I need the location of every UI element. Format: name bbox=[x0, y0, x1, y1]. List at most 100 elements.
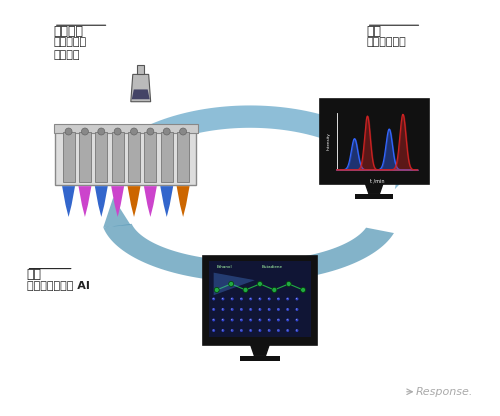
FancyBboxPatch shape bbox=[128, 132, 140, 182]
Circle shape bbox=[230, 329, 234, 332]
Text: Ethanol: Ethanol bbox=[217, 265, 232, 270]
Circle shape bbox=[240, 319, 242, 320]
Circle shape bbox=[250, 309, 251, 310]
Polygon shape bbox=[82, 205, 88, 217]
Circle shape bbox=[296, 308, 298, 311]
Circle shape bbox=[277, 308, 280, 311]
Circle shape bbox=[277, 329, 280, 332]
Polygon shape bbox=[96, 105, 400, 175]
Circle shape bbox=[228, 282, 234, 286]
FancyBboxPatch shape bbox=[177, 132, 189, 182]
Circle shape bbox=[268, 308, 270, 311]
FancyBboxPatch shape bbox=[320, 99, 429, 183]
FancyBboxPatch shape bbox=[325, 105, 424, 176]
FancyBboxPatch shape bbox=[144, 132, 156, 182]
Circle shape bbox=[212, 298, 214, 299]
Circle shape bbox=[259, 319, 260, 320]
Circle shape bbox=[222, 329, 223, 331]
Text: Response.: Response. bbox=[416, 387, 474, 397]
Circle shape bbox=[286, 309, 288, 310]
Circle shape bbox=[212, 309, 214, 310]
Polygon shape bbox=[164, 205, 170, 217]
Circle shape bbox=[231, 319, 232, 320]
FancyBboxPatch shape bbox=[112, 132, 124, 182]
Polygon shape bbox=[95, 186, 108, 205]
Polygon shape bbox=[128, 186, 140, 205]
Polygon shape bbox=[395, 157, 426, 189]
Circle shape bbox=[249, 319, 252, 322]
Circle shape bbox=[249, 297, 252, 300]
Text: Butadiene: Butadiene bbox=[262, 265, 283, 270]
Circle shape bbox=[212, 329, 215, 332]
Circle shape bbox=[222, 319, 224, 322]
FancyBboxPatch shape bbox=[203, 256, 317, 345]
Circle shape bbox=[286, 298, 288, 299]
Polygon shape bbox=[131, 205, 137, 217]
Circle shape bbox=[277, 297, 280, 300]
Circle shape bbox=[286, 282, 291, 286]
Circle shape bbox=[259, 298, 260, 299]
Circle shape bbox=[212, 297, 215, 300]
Text: プロセス: プロセス bbox=[54, 25, 84, 38]
Circle shape bbox=[212, 319, 214, 320]
FancyBboxPatch shape bbox=[355, 194, 394, 199]
Circle shape bbox=[250, 329, 251, 331]
Circle shape bbox=[286, 319, 289, 322]
Circle shape bbox=[214, 287, 219, 292]
Polygon shape bbox=[144, 186, 157, 205]
Circle shape bbox=[286, 297, 289, 300]
Circle shape bbox=[240, 298, 242, 299]
Circle shape bbox=[230, 319, 234, 322]
Circle shape bbox=[147, 128, 154, 135]
Circle shape bbox=[65, 128, 72, 135]
Circle shape bbox=[286, 329, 289, 332]
FancyBboxPatch shape bbox=[96, 132, 108, 182]
Circle shape bbox=[222, 309, 223, 310]
Circle shape bbox=[82, 128, 88, 135]
Polygon shape bbox=[148, 205, 154, 217]
Circle shape bbox=[268, 298, 270, 299]
FancyBboxPatch shape bbox=[240, 356, 280, 361]
Circle shape bbox=[222, 319, 223, 320]
Circle shape bbox=[296, 329, 297, 331]
Polygon shape bbox=[114, 205, 120, 217]
Text: 多検体高速
同時実験: 多検体高速 同時実験 bbox=[54, 37, 87, 59]
Circle shape bbox=[230, 297, 234, 300]
Circle shape bbox=[296, 298, 297, 299]
Circle shape bbox=[240, 319, 243, 322]
Circle shape bbox=[240, 329, 242, 331]
Circle shape bbox=[300, 287, 306, 292]
Polygon shape bbox=[78, 186, 92, 205]
FancyBboxPatch shape bbox=[79, 132, 91, 182]
Circle shape bbox=[258, 308, 262, 311]
Circle shape bbox=[268, 297, 270, 300]
Circle shape bbox=[164, 128, 170, 135]
Circle shape bbox=[268, 319, 270, 320]
Circle shape bbox=[258, 282, 262, 286]
Circle shape bbox=[268, 329, 270, 332]
Circle shape bbox=[249, 308, 252, 311]
Circle shape bbox=[231, 298, 232, 299]
Circle shape bbox=[222, 298, 223, 299]
Polygon shape bbox=[160, 186, 173, 205]
Circle shape bbox=[286, 308, 289, 311]
Polygon shape bbox=[104, 198, 130, 228]
Circle shape bbox=[277, 319, 280, 322]
FancyBboxPatch shape bbox=[137, 65, 144, 74]
Circle shape bbox=[259, 329, 260, 331]
Circle shape bbox=[296, 319, 298, 322]
Circle shape bbox=[258, 319, 262, 322]
Polygon shape bbox=[366, 183, 383, 194]
Polygon shape bbox=[132, 89, 150, 99]
Polygon shape bbox=[104, 224, 394, 282]
Circle shape bbox=[240, 329, 243, 332]
Circle shape bbox=[296, 329, 298, 332]
Circle shape bbox=[98, 128, 105, 135]
Circle shape bbox=[268, 319, 270, 322]
Polygon shape bbox=[214, 272, 255, 295]
Circle shape bbox=[258, 297, 262, 300]
Circle shape bbox=[296, 309, 297, 310]
FancyBboxPatch shape bbox=[54, 124, 198, 133]
Polygon shape bbox=[98, 205, 104, 217]
Circle shape bbox=[268, 309, 270, 310]
